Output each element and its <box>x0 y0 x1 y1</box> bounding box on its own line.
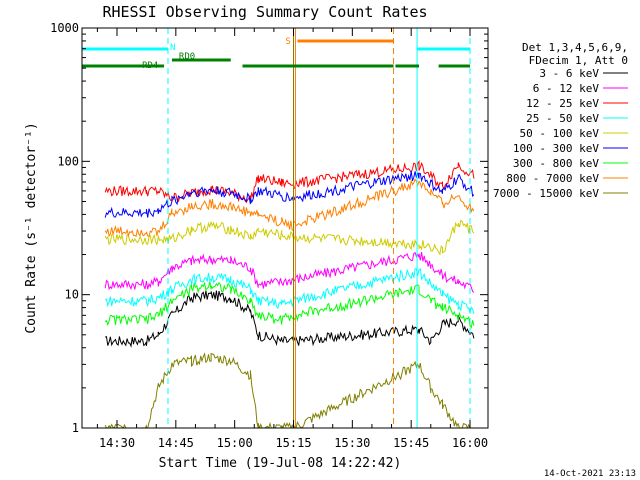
x-tick-label: 15:30 <box>334 436 370 450</box>
y-axis-label: Count Rate (s⁻¹ detector⁻¹) <box>24 122 39 333</box>
y-tick-label: 10 <box>65 288 79 302</box>
legend-label-7: 300 - 800 keV <box>513 157 599 170</box>
legend-label-6: 100 - 300 keV <box>513 142 599 155</box>
x-tick-label: 15:00 <box>217 436 253 450</box>
legend-label-3: 12 - 25 keV <box>526 97 599 110</box>
y-tick-label: 1 <box>72 421 79 435</box>
legend-label-8: 800 - 7000 keV <box>506 172 599 185</box>
series-line-9 <box>104 352 474 428</box>
y-tick-label: 1000 <box>50 21 79 35</box>
series-line-3 <box>104 159 475 204</box>
y-tick-label: 100 <box>57 154 79 168</box>
legend-label-2: 6 - 12 keV <box>533 82 600 95</box>
series-line-7 <box>104 281 475 329</box>
x-tick-label: 16:00 <box>452 436 488 450</box>
series-line-2 <box>104 251 475 293</box>
legend-label-5: 50 - 100 keV <box>520 127 600 140</box>
legend: Det 1,3,4,5,6,9,FDecim 1, Att 03 - 6 keV… <box>493 41 628 200</box>
x-tick-label: 15:15 <box>275 436 311 450</box>
plot-data-group <box>82 28 475 428</box>
state-label-rd0: RD0 <box>179 52 195 62</box>
state-label-rd4: RD4 <box>142 61 158 71</box>
legend-header-line: FDecim 1, Att 0 <box>529 54 628 67</box>
legend-header-line: Det 1,3,4,5,6,9, <box>522 41 628 54</box>
state-label-n: N <box>170 43 175 53</box>
series-line-8 <box>104 178 475 238</box>
series-line-4 <box>104 267 475 314</box>
plot-frame <box>81 27 489 429</box>
state-label-s: S <box>285 37 290 47</box>
legend-label-4: 25 - 50 keV <box>526 112 599 125</box>
timestamp: 14-Oct-2021 23:13 <box>544 469 636 479</box>
x-tick-label: 15:45 <box>393 436 429 450</box>
x-tick-label: 14:30 <box>99 436 135 450</box>
chart-title: RHESSI Observing Summary Count Rates <box>102 3 427 21</box>
series-line-1 <box>105 290 475 348</box>
legend-label-1: 3 - 6 keV <box>539 67 599 80</box>
series-line-6 <box>104 170 475 218</box>
series-line-5 <box>104 219 475 256</box>
x-tick-label: 14:45 <box>158 436 194 450</box>
legend-label-9: 7000 - 15000 keV <box>493 187 599 200</box>
x-axis-label: Start Time (19-Jul-08 14:22:42) <box>159 456 402 471</box>
